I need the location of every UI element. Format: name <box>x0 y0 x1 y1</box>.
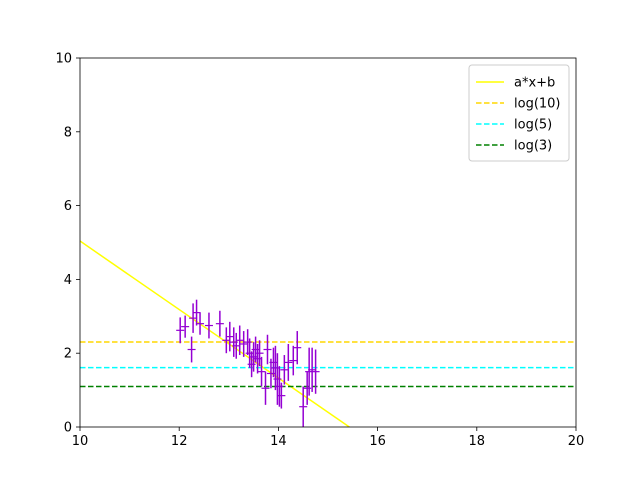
data-point <box>257 356 266 387</box>
legend-box <box>468 64 570 162</box>
data-point <box>204 312 213 339</box>
data-point <box>176 317 185 344</box>
legend-item: log(10) <box>476 97 561 112</box>
data-point <box>222 327 231 354</box>
legend-label: log(5) <box>514 118 552 133</box>
data-point <box>189 303 198 333</box>
legend-label: log(10) <box>514 97 561 112</box>
legend-label: a*x+b <box>514 76 555 91</box>
y-tick-label: 2 <box>64 347 72 362</box>
x-tick-label: 12 <box>171 434 188 449</box>
x-tick-label: 16 <box>369 434 386 449</box>
fit-line <box>80 240 350 427</box>
data-point <box>299 386 308 427</box>
y-tick-label: 10 <box>55 52 72 67</box>
data-point <box>192 299 201 326</box>
data-point <box>181 315 190 338</box>
y-tick-label: 0 <box>64 421 72 436</box>
axes: 10 12 14 16 18 20 0 2 4 6 8 10 <box>55 52 584 450</box>
legend-item: log(3) <box>476 139 552 154</box>
errorbar-series <box>176 299 320 427</box>
data-point <box>311 349 320 394</box>
data-point <box>293 331 302 365</box>
data-point <box>263 334 272 365</box>
x-tick-label: 18 <box>469 434 486 449</box>
data-point <box>255 340 264 367</box>
y-tick-label: 8 <box>64 125 72 140</box>
x-tick-label: 20 <box>568 434 585 449</box>
data-point <box>215 310 224 337</box>
legend-label: log(3) <box>514 139 552 154</box>
y-tick-label: 4 <box>64 273 72 288</box>
legend-item: log(5) <box>476 118 552 133</box>
data-point <box>235 325 244 356</box>
x-tick-label: 14 <box>270 434 287 449</box>
y-tick-label: 6 <box>64 199 72 214</box>
axes-frame <box>79 57 577 428</box>
data-point <box>277 382 286 409</box>
data-point <box>261 371 270 405</box>
x-tick-label: 10 <box>72 434 89 449</box>
data-point <box>239 331 248 357</box>
data-point <box>280 355 289 385</box>
plot-area <box>80 240 576 427</box>
legend: a*x+b log(10) log(5) log(3) <box>468 64 570 162</box>
plot-content <box>80 240 576 427</box>
data-point <box>187 336 196 363</box>
data-point <box>284 343 293 381</box>
data-point <box>225 321 234 352</box>
data-point <box>289 345 298 376</box>
data-point <box>232 332 241 359</box>
data-point <box>308 347 317 392</box>
legend-item: a*x+b <box>476 76 555 91</box>
data-point <box>196 312 205 335</box>
